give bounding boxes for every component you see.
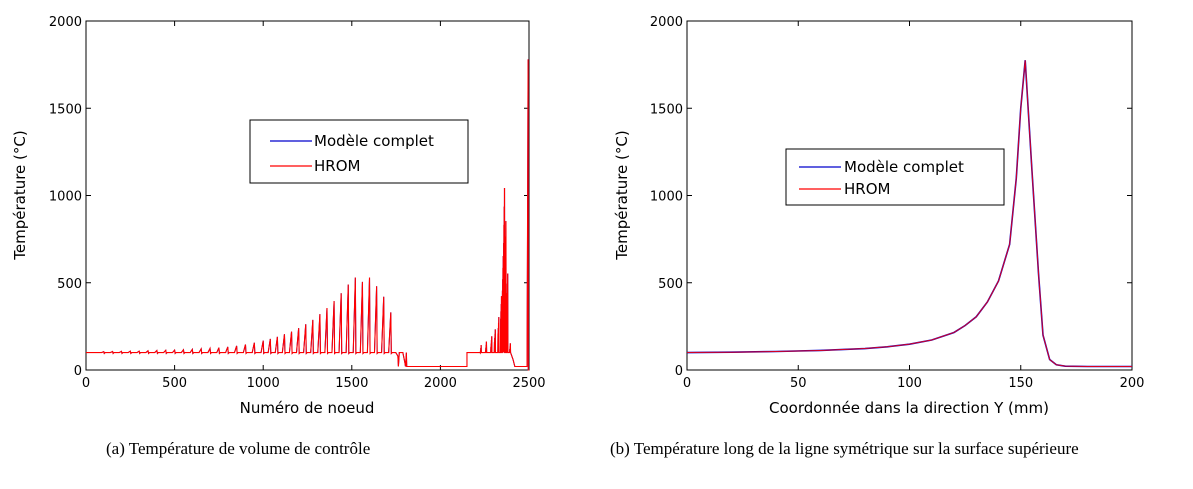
chart-a-x-tick-label: 1000 [247,376,280,391]
chart-a-legend-box [249,119,469,184]
chart-a-y-tick-label: 0 [74,364,82,379]
chart-a-series-full-model [86,59,529,371]
chart-a-legend: Modèle complet HROM [249,119,469,184]
chart-a-x-tick-label: 2500 [512,376,545,391]
chart-a-y-tick-label: 2000 [49,15,82,30]
chart-b-y-tick-label: 1500 [650,102,683,117]
chart-b-x-axis-label: Coordonnée dans la direction Y (mm) [769,399,1049,417]
chart-b-x-tick-label: 150 [1008,376,1033,391]
chart-a-ticks: 0 500 1000 1500 2000 2500 0 500 1000 1500 2000 [49,15,546,391]
chart-a-x-axis-label: Numéro de noeud [240,399,375,417]
chart-b-x-tick-label: 50 [790,376,807,391]
caption-b: (b) Température long de la ligne symétri… [610,439,1079,458]
chart-a-y-tick-label: 1000 [49,190,82,205]
chart-b-x-tick-label: 0 [683,376,691,391]
chart-a-x-tick-label: 0 [82,376,90,391]
chart-a-plot-frame [85,20,530,371]
chart-b-legend-label-hrom: HROM [844,180,890,198]
chart-a-x-tick-label: 1500 [335,376,368,391]
chart-b-y-tick-label: 0 [675,364,683,379]
chart-a-y-tick-label: 500 [57,277,82,292]
chart-a-legend-label-full: Modèle complet [314,132,434,150]
chart-b-curves [686,60,1132,368]
chart-a-legend-label-hrom: HROM [314,157,360,175]
chart-b-legend: Modèle complet HROM [785,148,1005,206]
chart-b-y-tick-label: 1000 [650,190,683,205]
chart-a-y-tick-label: 1500 [49,102,82,117]
chart-b-series-full-model [686,60,1132,368]
chart-a: 0 500 1000 1500 2000 2500 0 500 1000 1500 2000 Num… [11,15,546,417]
chart-b-x-tick-label: 200 [1120,376,1145,391]
chart-b-legend-label-full: Modèle complet [844,158,964,176]
chart-b-y-tick-label: 500 [658,277,683,292]
chart-a-series-hrom [86,59,529,371]
chart-a-curves [86,59,529,371]
caption-a: (a) Température de volume de contrôle [106,439,371,458]
chart-b-y-axis-label: Température (°C) [613,130,631,260]
chart-b-x-tick-label: 100 [897,376,922,391]
chart-a-y-axis-label: Température (°C) [11,130,29,260]
chart-b-legend-box [785,148,1005,206]
chart-b-y-tick-label: 2000 [650,15,683,30]
chart-a-x-tick-label: 500 [162,376,187,391]
chart-b-series-hrom [686,60,1132,368]
chart-a-x-tick-label: 2000 [424,376,457,391]
